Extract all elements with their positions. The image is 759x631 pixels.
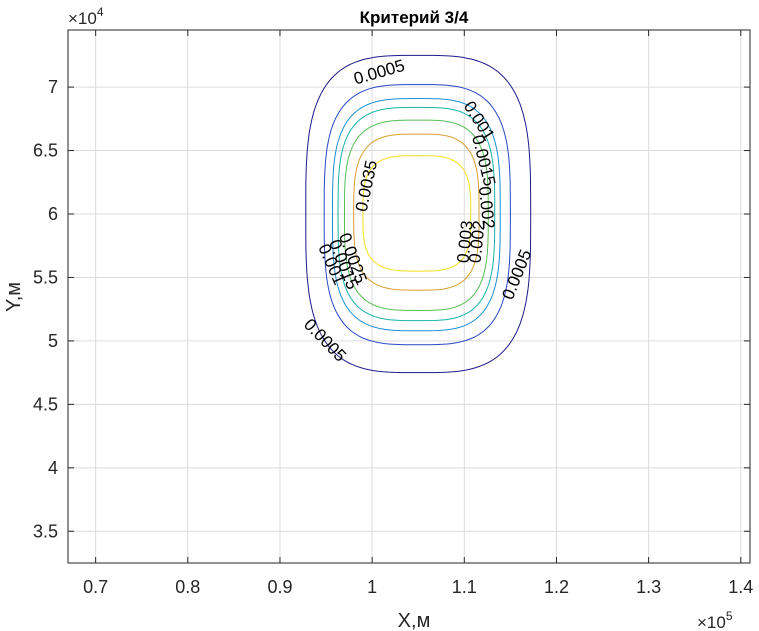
x-tick-label: 0.9: [267, 577, 292, 597]
x-tick-label: 1.4: [728, 577, 753, 597]
x-tick-label: 1.1: [452, 577, 477, 597]
y-tick-label: 3.5: [33, 521, 58, 541]
y-tick-label: 5: [48, 331, 58, 351]
contour-line: [362, 155, 472, 272]
x-axis-exponent: ×105: [697, 609, 733, 631]
y-tick-label: 6: [48, 204, 58, 224]
contour-line: [353, 133, 480, 291]
contour-label: 0.002: [475, 185, 498, 229]
plot-area: [68, 30, 750, 563]
contour-label: 0.003: [453, 220, 476, 264]
y-exponent-base: ×10: [68, 9, 97, 28]
contour-line: [344, 119, 489, 312]
x-axis-label: X,м: [398, 610, 431, 631]
contour-line: [323, 84, 511, 346]
axis-ticks: 0.7 0.8 0.9 1 1.1 1.2 1.3 1.4 3.5 4 4.5 5 5.5 6 6.5 7: [33, 30, 753, 597]
svg-text:×105: ×105: [697, 609, 733, 631]
chart-title: Критерий 3/4: [360, 8, 469, 27]
x-tick-label: 1.2: [544, 577, 569, 597]
y-tick-label: 5.5: [33, 267, 58, 287]
plot-frame: [67, 29, 751, 564]
svg-text:×104: ×104: [68, 5, 104, 28]
x-tick-label: 0.7: [83, 577, 108, 597]
contour-line: [305, 54, 532, 374]
y-tick-label: 4.5: [33, 394, 58, 414]
contour-line: [332, 97, 501, 332]
x-exponent-power: 5: [726, 609, 733, 623]
contour-label: 0.002: [465, 220, 488, 264]
x-tick-label: 0.8: [175, 577, 200, 597]
y-axis-exponent: ×104: [68, 5, 104, 28]
grid-lines: [68, 30, 750, 563]
y-tick-label: 7: [48, 77, 58, 97]
contour-line: [337, 106, 496, 322]
contour-lines: [305, 54, 532, 374]
y-exponent-power: 4: [97, 5, 104, 19]
x-tick-label: 1: [367, 577, 377, 597]
y-axis-label: Y,м: [3, 282, 25, 312]
x-tick-label: 1.3: [636, 577, 661, 597]
x-exponent-base: ×10: [697, 613, 726, 631]
y-tick-label: 6.5: [33, 141, 58, 161]
y-tick-label: 4: [48, 458, 58, 478]
